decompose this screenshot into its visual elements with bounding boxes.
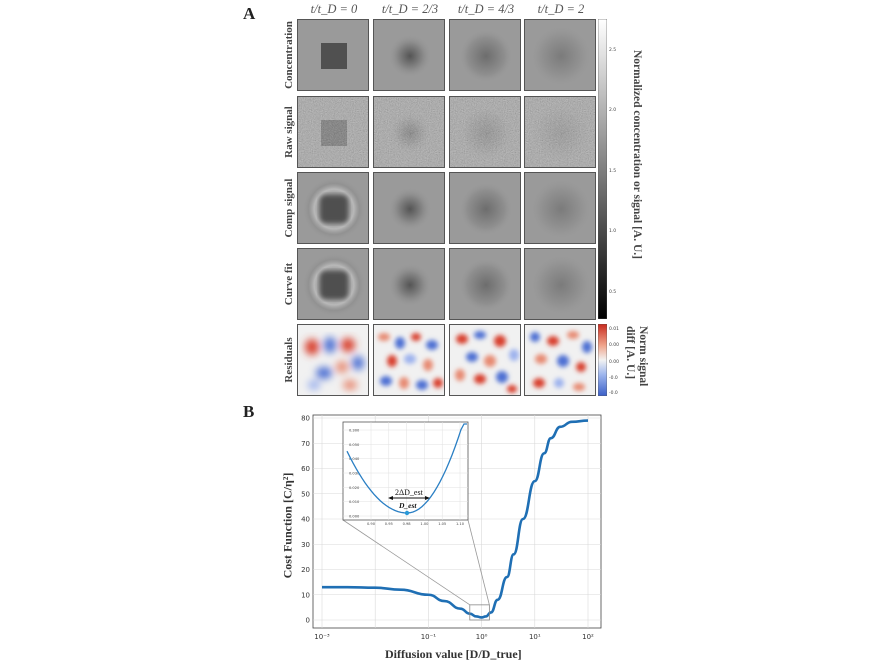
inset-plot: 0.300 0.050 0.040 0.030 0.020 0.010 0.000 0.90…	[342, 421, 469, 526]
curve-fit-cell-3	[524, 248, 596, 320]
inset-x-tick-label: 1.10	[456, 522, 465, 526]
raw-signal-cell-1	[373, 96, 445, 168]
gray-colorbar	[597, 18, 608, 320]
inset-x-tick-label: 0.98	[403, 522, 412, 526]
inset-est-label: D_est	[399, 501, 417, 510]
residuals-cell-3	[524, 324, 596, 396]
inset-y-tick-label: 0.010	[349, 500, 360, 504]
concentration-cell-0	[297, 19, 369, 91]
cost-function-chart: 10⁻³ 10⁻¹ 10⁰ 10¹ 10² 0 10 20 30 40 50 60 70 80 0.30…	[301, 415, 602, 640]
x-tick-label: 10⁻³	[314, 633, 330, 640]
comp-signal-cell-3	[524, 172, 596, 244]
row-label-comp-signal: Comp signal	[283, 178, 295, 238]
inset-min-point	[404, 510, 410, 516]
comp-signal-cell-0	[297, 172, 369, 244]
curve-fit-cell-2	[449, 248, 521, 320]
cost-function-line	[322, 419, 589, 619]
zoom-connector-right	[467, 519, 490, 605]
residual-colorbar	[597, 323, 608, 397]
x-tick-label: 10⁰	[476, 633, 488, 640]
gray-colorbar-tick-3: 1.0	[609, 229, 617, 234]
y-tick-label: 50	[301, 490, 310, 498]
inset-arrow-left-head	[388, 496, 393, 500]
inset-arrow-right-head	[425, 496, 430, 500]
residual-colorbar-tick-0: 0.01	[609, 327, 620, 332]
column-header-3: t/t_D = 2	[537, 2, 585, 16]
inset-y-tick-label: 0.020	[349, 486, 360, 490]
concentration-cell-3	[524, 19, 596, 91]
residuals-cell-2	[449, 324, 521, 396]
inset-y-tick-label: 0.300	[349, 429, 360, 433]
y-tick-label: 20	[301, 566, 310, 574]
row-label-raw-signal: Raw signal	[283, 106, 295, 158]
column-header-0: t/t_D = 0	[310, 2, 358, 16]
y-tick-label: 30	[301, 541, 310, 549]
column-header-1: t/t_D = 2/3	[381, 2, 439, 16]
raw-signal-cell-2	[449, 96, 521, 168]
concentration-cell-2	[449, 19, 521, 91]
row-label-concentration: Concentration	[283, 21, 295, 89]
inset-x-tick-label: 0.95	[385, 522, 393, 526]
inset-delta-label: 2ΔD_est	[395, 488, 423, 497]
residual-colorbar-tick-4: -0.0	[609, 391, 618, 396]
curve-fit-cell-1	[373, 248, 445, 320]
gray-colorbar-tick-1: 2.0	[609, 108, 617, 113]
zoom-box	[469, 604, 490, 621]
y-tick-label: 60	[301, 465, 310, 473]
x-tick-label: 10²	[582, 633, 594, 640]
residuals-cell-1	[373, 324, 445, 396]
residual-colorbar-tick-2: 0.00	[609, 360, 620, 365]
inset-y-tick-label: 0.050	[349, 443, 360, 447]
residual-colorbar-tick-3: -0.0	[609, 376, 618, 381]
residual-colorbar-tick-1: 0.00	[609, 343, 620, 348]
x-tick-label: 10¹	[529, 633, 541, 640]
inset-x-tick-label: 1.00	[420, 522, 429, 526]
gray-colorbar-tick-2: 1.5	[609, 169, 617, 174]
raw-signal-cell-3	[524, 96, 596, 168]
residual-colorbar-title-2: diff [A. U.]	[624, 326, 636, 380]
panel-a-letter: A	[243, 4, 256, 23]
curve-fit-cell-0	[297, 248, 369, 320]
y-axis-title: Cost Function [C/η²]	[280, 472, 295, 579]
y-tick-label: 80	[301, 415, 310, 423]
inset-y-tick-label: 0.000	[349, 515, 360, 519]
inset-x-tick-label: 1.05	[438, 522, 446, 526]
gray-colorbar-tick-4: 0.5	[609, 290, 617, 295]
residual-colorbar-title-1: Norm signal	[637, 326, 649, 387]
x-axis-title: Diffusion value [D/D_true]	[385, 647, 522, 661]
inset-y-tick-label: 0.030	[349, 472, 360, 476]
comp-signal-cell-2	[449, 172, 521, 244]
y-tick-label: 40	[301, 516, 310, 524]
gray-colorbar-tick-0: 2.5	[609, 48, 617, 53]
zoom-connector-left	[342, 519, 471, 606]
x-tick-label: 10⁻¹	[421, 633, 437, 640]
y-tick-label: 0	[306, 617, 310, 625]
row-label-residuals: Residuals	[283, 337, 295, 383]
panel-b-letter: B	[243, 402, 255, 421]
residuals-cell-0	[297, 324, 369, 396]
concentration-cell-1	[373, 19, 445, 91]
row-label-curve-fit: Curve fit	[283, 262, 295, 306]
column-header-2: t/t_D = 4/3	[457, 2, 515, 16]
gray-colorbar-title: Normalized concentration or signal [A. U…	[631, 50, 643, 259]
y-tick-label: 70	[301, 440, 310, 448]
raw-signal-cell-0	[297, 96, 369, 168]
inset-x-tick-label: 0.90	[367, 522, 376, 526]
inset-y-tick-label: 0.040	[349, 457, 360, 461]
comp-signal-cell-1	[373, 172, 445, 244]
y-tick-label: 10	[301, 591, 310, 599]
